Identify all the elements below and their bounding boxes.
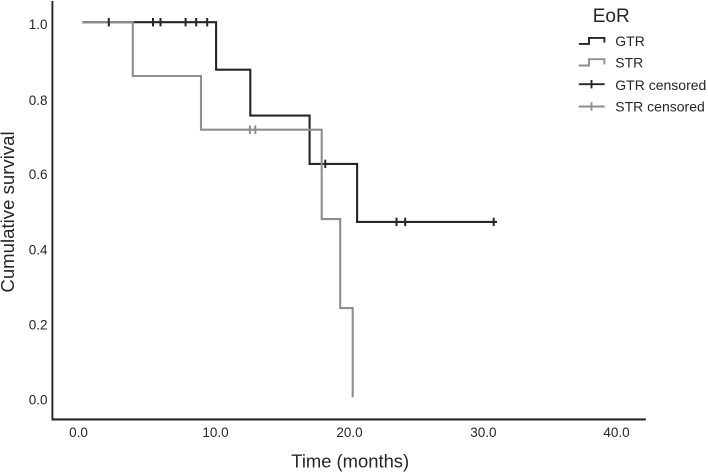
svg-text:0.0: 0.0	[69, 425, 88, 440]
svg-text:EoR: EoR	[593, 6, 630, 27]
svg-text:40.0: 40.0	[603, 425, 629, 440]
svg-text:GTR: GTR	[615, 33, 645, 49]
svg-text:20.0: 20.0	[336, 425, 362, 440]
svg-text:STR: STR	[615, 55, 643, 71]
svg-text:0.0: 0.0	[29, 392, 48, 407]
svg-text:0.6: 0.6	[29, 167, 48, 182]
svg-text:0.8: 0.8	[29, 93, 48, 108]
svg-text:0.2: 0.2	[29, 318, 48, 333]
svg-text:Cumulative survival: Cumulative survival	[0, 131, 18, 292]
svg-text:GTR censored: GTR censored	[615, 77, 706, 93]
svg-text:STR censored: STR censored	[615, 99, 704, 115]
svg-text:1.0: 1.0	[29, 17, 48, 32]
svg-text:0.4: 0.4	[29, 243, 48, 258]
svg-text:30.0: 30.0	[470, 425, 496, 440]
svg-text:Time (months): Time (months)	[291, 450, 409, 471]
svg-text:10.0: 10.0	[202, 425, 228, 440]
